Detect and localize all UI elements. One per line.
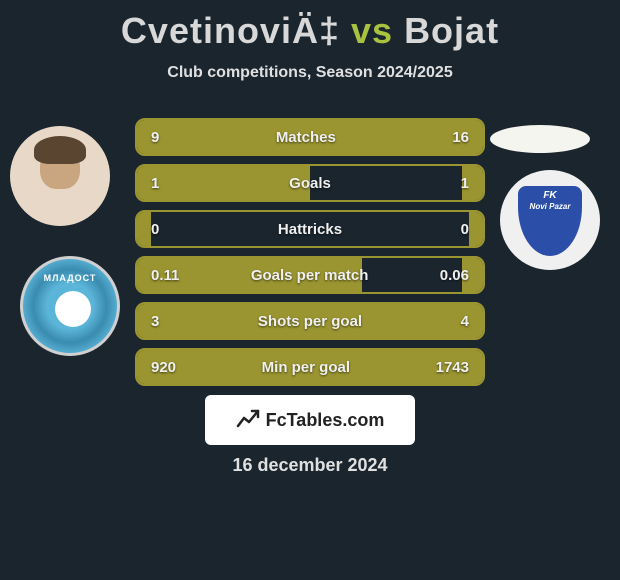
chart-icon <box>236 408 260 432</box>
stat-label: Min per goal <box>176 359 436 376</box>
stat-row: 0Hattricks0 <box>135 210 485 248</box>
player2-name: Bojat <box>404 10 499 51</box>
stat-label: Shots per goal <box>159 313 460 330</box>
subtitle: Club competitions, Season 2024/2025 <box>0 64 620 82</box>
player2-club-badge <box>500 170 600 270</box>
stat-row: 0.11Goals per match0.06 <box>135 256 485 294</box>
stat-value-left: 920 <box>137 359 176 376</box>
stat-value-left: 0 <box>137 221 159 238</box>
stat-label: Goals <box>159 175 460 192</box>
stat-value-right: 4 <box>461 313 483 330</box>
stat-value-left: 1 <box>137 175 159 192</box>
stat-value-right: 0.06 <box>440 267 483 284</box>
stat-label: Matches <box>159 129 452 146</box>
source-logo[interactable]: FcTables.com <box>205 395 415 445</box>
stat-value-right: 1 <box>461 175 483 192</box>
stat-row: 3Shots per goal4 <box>135 302 485 340</box>
stat-value-left: 9 <box>137 129 159 146</box>
stat-value-right: 16 <box>452 129 483 146</box>
player1-avatar <box>10 126 110 226</box>
stat-value-left: 3 <box>137 313 159 330</box>
comparison-title: CvetinoviÄ‡ vs Bojat <box>0 0 620 52</box>
stat-value-right: 0 <box>461 221 483 238</box>
player1-club-badge <box>20 256 120 356</box>
stat-row: 1Goals1 <box>135 164 485 202</box>
source-text: FcTables.com <box>266 410 385 431</box>
shield-icon <box>518 186 582 256</box>
stats-table: 9Matches16 1Goals1 0Hattricks0 0.11Goals pe… <box>135 118 485 394</box>
stat-label: Hattricks <box>159 221 460 238</box>
stat-value-right: 1743 <box>436 359 483 376</box>
player1-name: CvetinoviÄ‡ <box>121 10 340 51</box>
stat-row: 9Matches16 <box>135 118 485 156</box>
date-label: 16 december 2024 <box>0 455 620 476</box>
stat-label: Goals per match <box>179 267 439 284</box>
stat-row: 920Min per goal1743 <box>135 348 485 386</box>
stat-value-left: 0.11 <box>137 267 179 284</box>
vs-text: vs <box>351 10 393 51</box>
player2-avatar-placeholder <box>490 125 590 153</box>
